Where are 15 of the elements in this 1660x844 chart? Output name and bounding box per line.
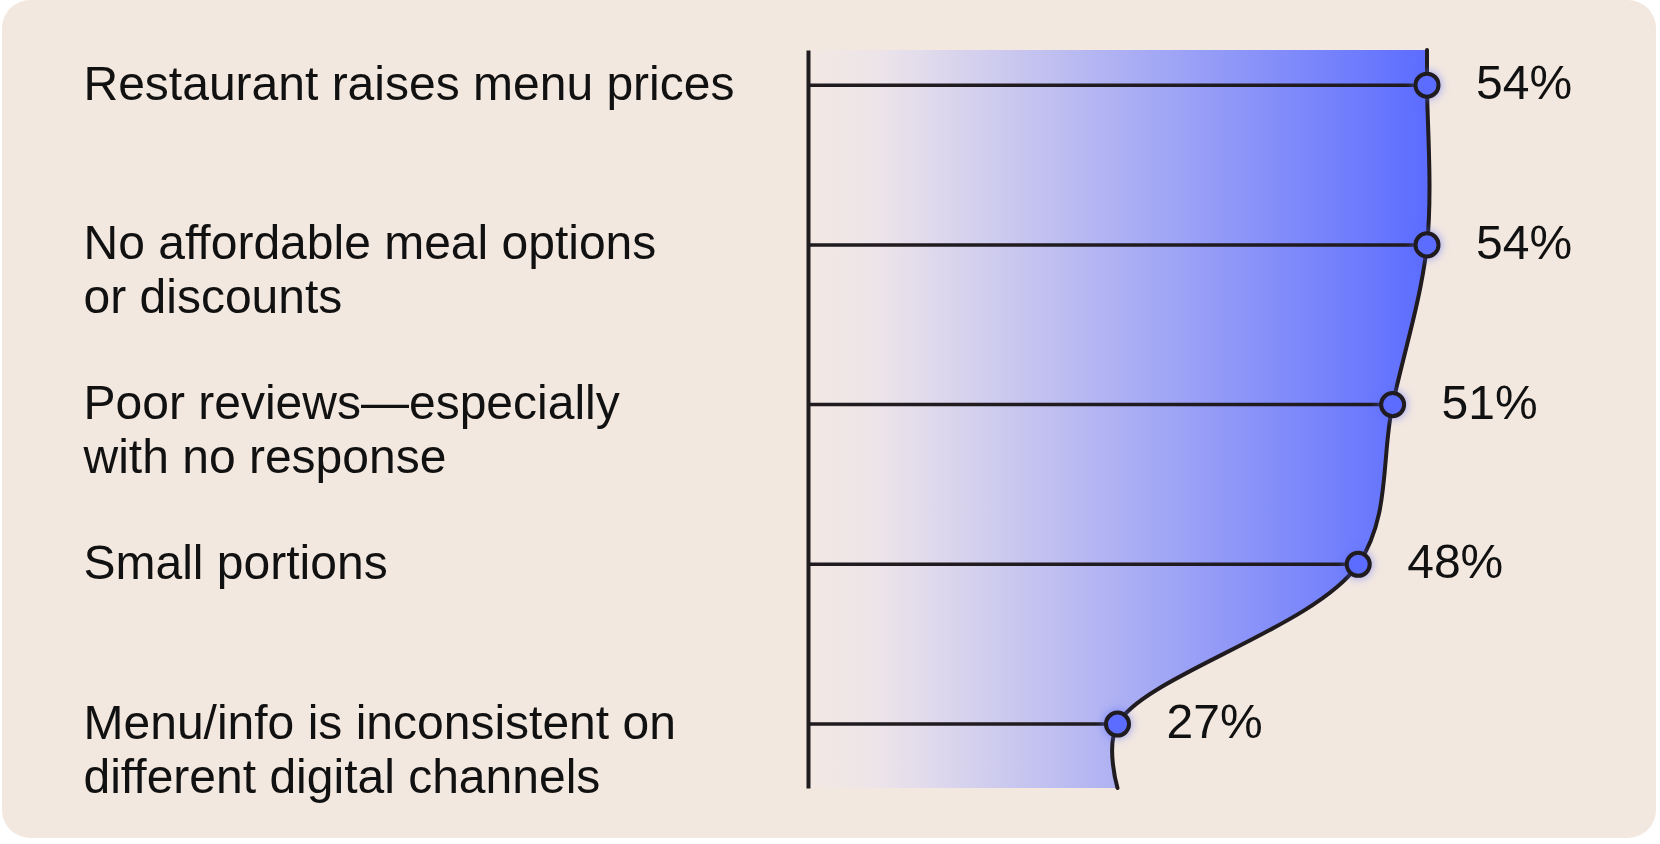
y-tick-label: Menu/info is inconsistent on different digital channels xyxy=(83,695,676,803)
point xyxy=(1413,231,1441,259)
data-label: 51% xyxy=(1441,375,1538,429)
data-label: 54% xyxy=(1476,215,1573,269)
y-tick-label: No affordable meal options or discounts xyxy=(83,216,657,324)
data-label: 54% xyxy=(1476,56,1573,110)
point xyxy=(1103,710,1132,738)
point xyxy=(1379,391,1407,419)
y-tick-label: Restaurant raises menu prices xyxy=(83,56,735,110)
point xyxy=(1344,550,1372,578)
y-tick-label: Poor reviews—especially with no response xyxy=(82,376,620,484)
point xyxy=(1413,71,1441,99)
y-tick-label: Small portions xyxy=(83,535,388,589)
data-label: 48% xyxy=(1407,535,1504,589)
data-label: 27% xyxy=(1166,695,1263,749)
